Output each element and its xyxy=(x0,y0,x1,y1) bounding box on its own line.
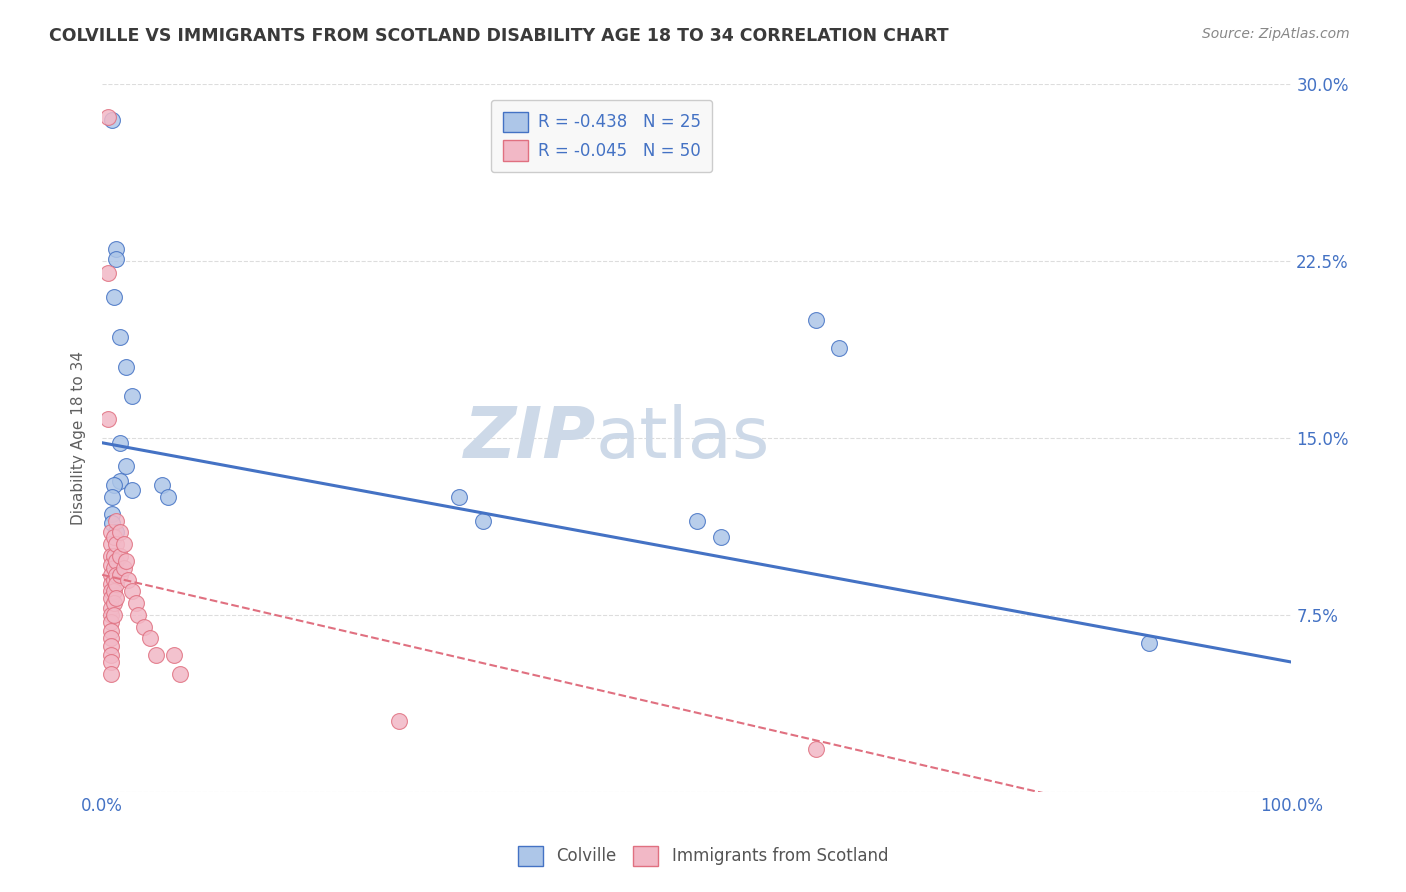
Legend: R = -0.438   N = 25, R = -0.045   N = 50: R = -0.438 N = 25, R = -0.045 N = 50 xyxy=(491,100,713,172)
Text: Source: ZipAtlas.com: Source: ZipAtlas.com xyxy=(1202,27,1350,41)
Point xyxy=(105,252,128,266)
Text: COLVILLE VS IMMIGRANTS FROM SCOTLAND DISABILITY AGE 18 TO 34 CORRELATION CHART: COLVILLE VS IMMIGRANTS FROM SCOTLAND DIS… xyxy=(49,27,949,45)
Point xyxy=(100,624,122,639)
Point xyxy=(100,600,122,615)
Point xyxy=(132,620,155,634)
Point xyxy=(100,516,122,530)
Point xyxy=(145,648,167,662)
Point xyxy=(100,549,122,563)
Point xyxy=(100,615,122,629)
Point xyxy=(100,490,122,504)
Point xyxy=(121,584,143,599)
Point xyxy=(100,567,122,582)
Point xyxy=(100,632,122,646)
Point xyxy=(100,112,122,127)
Point xyxy=(103,573,125,587)
Point xyxy=(97,111,120,125)
Point xyxy=(103,530,125,544)
Point xyxy=(100,525,122,540)
Text: ZIP: ZIP xyxy=(464,403,596,473)
Point xyxy=(100,607,122,622)
Point xyxy=(100,639,122,653)
Point xyxy=(105,577,128,591)
Point xyxy=(103,290,125,304)
Point xyxy=(100,577,122,591)
Point xyxy=(127,607,149,622)
Point xyxy=(804,313,827,327)
Point xyxy=(471,514,494,528)
Point xyxy=(112,560,135,574)
Point xyxy=(447,490,470,504)
Point xyxy=(388,714,411,728)
Point xyxy=(115,554,138,568)
Point xyxy=(103,560,125,574)
Point xyxy=(108,567,131,582)
Point xyxy=(686,514,709,528)
Point xyxy=(100,648,122,662)
Point xyxy=(169,666,191,681)
Point xyxy=(100,655,122,669)
Point xyxy=(97,412,120,426)
Point xyxy=(103,584,125,599)
Point xyxy=(103,549,125,563)
Point xyxy=(100,507,122,521)
Point xyxy=(103,596,125,610)
Point xyxy=(105,525,128,540)
Point xyxy=(108,549,131,563)
Point xyxy=(100,584,122,599)
Point xyxy=(105,567,128,582)
Point xyxy=(105,537,128,551)
Point xyxy=(117,573,139,587)
Text: atlas: atlas xyxy=(596,403,770,473)
Point xyxy=(108,474,131,488)
Point xyxy=(828,342,851,356)
Point xyxy=(1137,636,1160,650)
Point xyxy=(100,537,122,551)
Point xyxy=(115,459,138,474)
Point xyxy=(124,596,146,610)
Point xyxy=(100,591,122,606)
Point xyxy=(100,558,122,573)
Legend: Colville, Immigrants from Scotland: Colville, Immigrants from Scotland xyxy=(505,832,901,880)
Y-axis label: Disability Age 18 to 34: Disability Age 18 to 34 xyxy=(72,351,86,525)
Point xyxy=(115,360,138,375)
Point xyxy=(162,648,184,662)
Point xyxy=(100,666,122,681)
Point xyxy=(105,243,128,257)
Point xyxy=(103,478,125,492)
Point xyxy=(139,632,162,646)
Point xyxy=(121,389,143,403)
Point xyxy=(105,554,128,568)
Point xyxy=(105,514,128,528)
Point xyxy=(709,530,731,544)
Point xyxy=(103,607,125,622)
Point xyxy=(105,591,128,606)
Point xyxy=(804,742,827,756)
Point xyxy=(97,266,120,280)
Point xyxy=(108,525,131,540)
Point xyxy=(156,490,179,504)
Point xyxy=(108,435,131,450)
Point xyxy=(121,483,143,497)
Point xyxy=(108,329,131,343)
Point xyxy=(150,478,173,492)
Point xyxy=(112,537,135,551)
